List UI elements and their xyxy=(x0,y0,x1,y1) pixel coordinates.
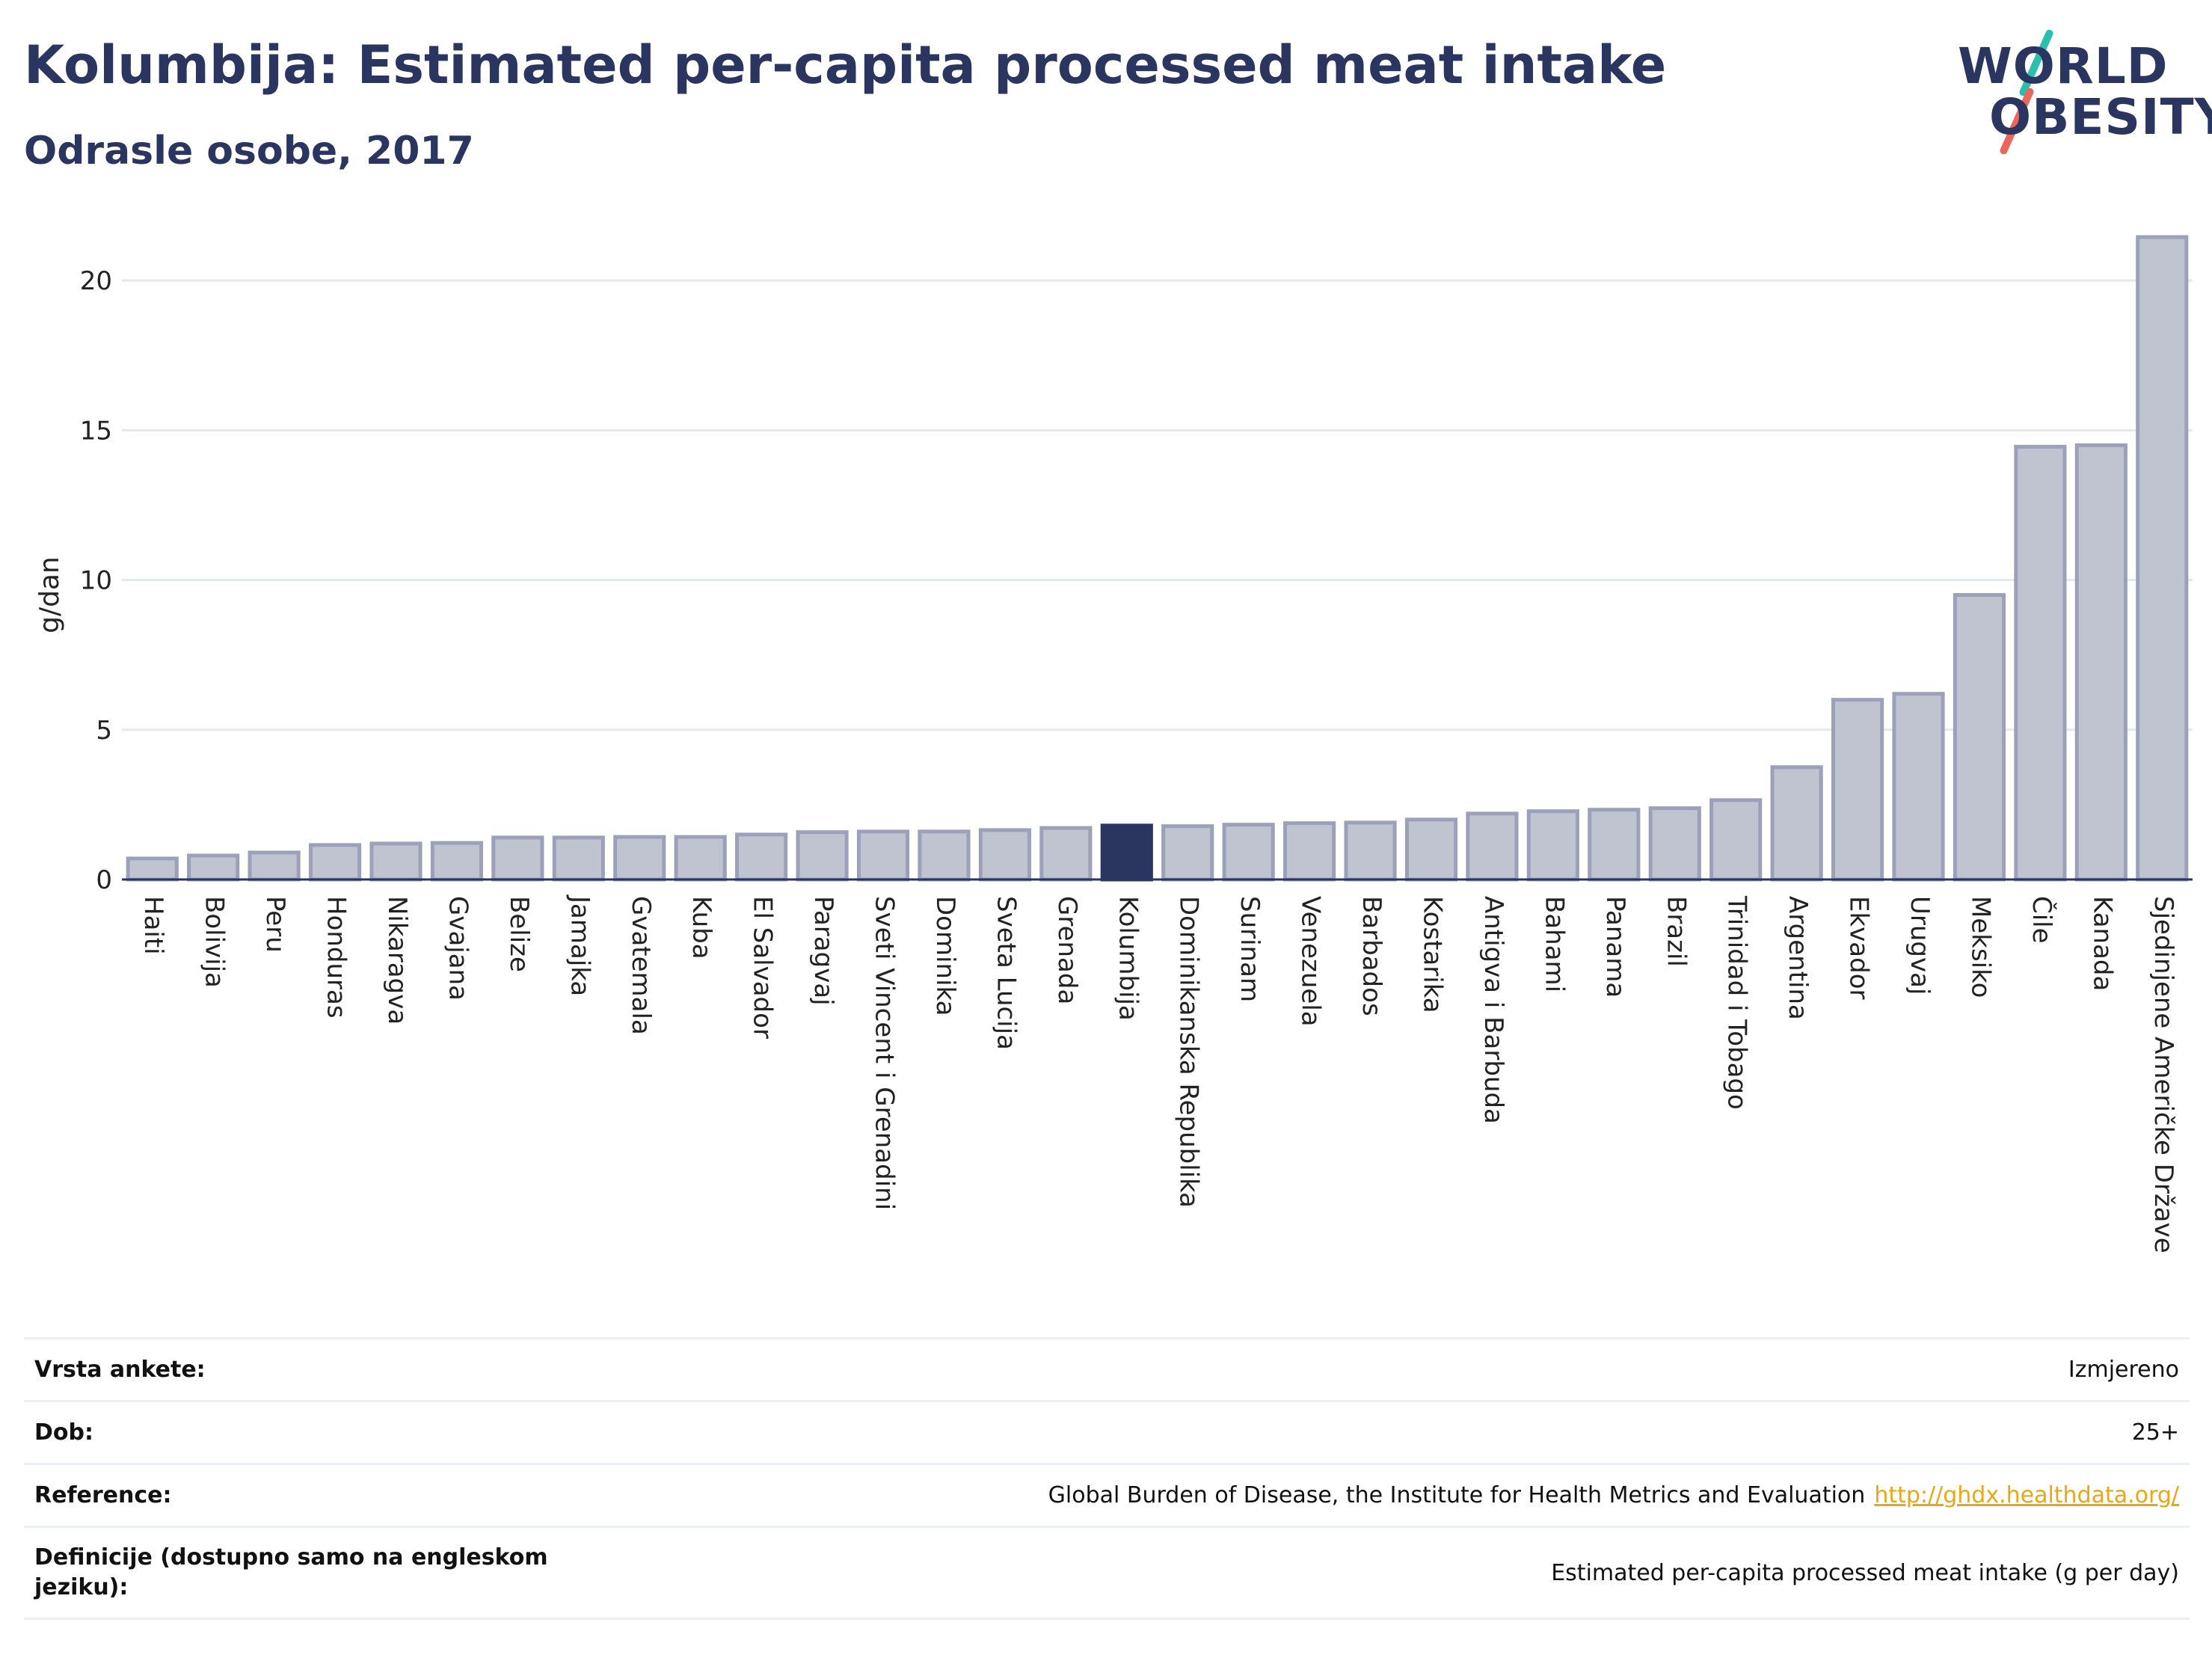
x-tick-label: Meksiko xyxy=(1965,896,1995,998)
x-tick-label: Bahami xyxy=(1539,896,1569,992)
x-tick-label: El Salvador xyxy=(748,896,778,1039)
bar xyxy=(430,841,484,882)
x-tick-label: Panama xyxy=(1600,896,1630,998)
bar xyxy=(1344,820,1397,882)
x-tick-label: Paragvaj xyxy=(808,896,838,1006)
bar xyxy=(552,835,605,882)
meta-value-age: 25+ xyxy=(2131,1419,2179,1446)
bar xyxy=(1466,811,1519,882)
meta-value-survey-type: Izmjereno xyxy=(2068,1357,2179,1383)
meta-label-definition: Definicije (dostupno samo na engleskom j… xyxy=(34,1544,548,1600)
meta-row-age: Dob: 25+ xyxy=(24,1400,2190,1463)
bar xyxy=(796,830,849,882)
bar xyxy=(735,832,788,882)
x-tick-label: Grenada xyxy=(1052,896,1082,1004)
bar xyxy=(1283,821,1336,882)
x-tick-label: Honduras xyxy=(322,896,351,1019)
page-subtitle: Odrasle osobe, 2017 xyxy=(24,129,474,174)
x-tick-label: Čile xyxy=(2027,896,2057,944)
y-tick-label: 5 xyxy=(96,716,112,746)
reference-text: Global Burden of Disease, the Institute … xyxy=(1048,1482,1866,1508)
bar xyxy=(918,829,971,882)
bar xyxy=(978,828,1031,882)
page-title: Kolumbija: Estimated per-capita processe… xyxy=(24,34,1667,96)
bar xyxy=(1770,765,1823,882)
bar xyxy=(1404,817,1458,882)
meta-label-reference: Reference: xyxy=(34,1481,172,1508)
bar xyxy=(2014,444,2067,882)
meta-row-survey-type: Vrsta ankete: Izmjereno xyxy=(24,1337,2190,1400)
x-tick-label: Dominikanska Republika xyxy=(1174,896,1204,1208)
x-tick-label: Kostarika xyxy=(1417,896,1447,1013)
x-tick-label: Trinidad i Tobago xyxy=(1722,895,1752,1110)
bar xyxy=(187,853,240,882)
bar xyxy=(1161,824,1214,882)
meta-label-age: Dob: xyxy=(34,1419,93,1446)
bar xyxy=(856,829,910,882)
logo-text-obesity: OBESITY xyxy=(1989,88,2212,146)
x-tick-label: Kanada xyxy=(2087,896,2117,991)
x-tick-label: Nikaragva xyxy=(382,896,412,1025)
x-tick-label: Brazil xyxy=(1661,896,1691,967)
bar xyxy=(1953,593,2006,882)
meta-row-reference: Reference: Global Burden of Disease, the… xyxy=(24,1463,2190,1526)
meta-label-survey-type: Vrsta ankete: xyxy=(34,1356,206,1383)
x-tick-label: Sjedinjene Američke Države xyxy=(2148,896,2178,1253)
x-tick-label: Surinam xyxy=(1235,896,1265,1002)
x-tick-label: Ekvador xyxy=(1844,896,1874,1000)
bar xyxy=(1039,826,1093,882)
bar xyxy=(1588,808,1641,882)
bar xyxy=(2074,443,2127,882)
bar xyxy=(369,841,423,882)
bar xyxy=(613,835,666,882)
bar xyxy=(1892,692,1945,882)
x-tick-label: Gvajana xyxy=(443,896,473,1001)
bar xyxy=(1222,823,1275,882)
x-tick-label: Venezuela xyxy=(1296,896,1326,1027)
bar xyxy=(2136,235,2189,882)
x-tick-label: Kolumbija xyxy=(1113,896,1143,1021)
y-axis-label: g/dan xyxy=(34,556,65,633)
x-tick-label: Argentina xyxy=(1783,896,1813,1020)
x-tick-label: Gvatemala xyxy=(626,896,656,1035)
x-tick-label: Sveta Lucija xyxy=(991,896,1021,1050)
metadata-table: Vrsta ankete: Izmjereno Dob: 25+ Referen… xyxy=(24,1337,2190,1620)
meta-value-definition: Estimated per-capita processed meat inta… xyxy=(1551,1559,2179,1586)
x-tick-label: Antigva i Barbuda xyxy=(1478,896,1508,1124)
x-tick-label: Dominika xyxy=(930,896,960,1016)
bar-chart: 0 5 10 15 20 g/dan Haiti Bolivija Peru Honduras Ni… xyxy=(34,235,2193,1253)
bar xyxy=(248,850,301,882)
world-obesity-logo: WORLD OBESITY xyxy=(1944,22,2212,165)
bar xyxy=(491,835,544,882)
meta-row-definition: Definicije (dostupno samo na engleskom j… xyxy=(24,1526,2190,1620)
y-tick-label: 10 xyxy=(80,566,112,596)
x-tick-label: Peru xyxy=(260,896,290,953)
x-tick-label: Haiti xyxy=(138,896,168,955)
bar xyxy=(308,843,362,882)
x-tick-label: Belize xyxy=(504,896,534,972)
x-tick-label: Barbados xyxy=(1357,896,1386,1016)
bar xyxy=(674,835,727,882)
bar xyxy=(1648,806,1701,882)
bar xyxy=(1709,798,1763,882)
x-tick-label: Jamajka xyxy=(565,894,595,996)
reference-link[interactable]: http://ghdx.healthdata.org/ xyxy=(1874,1482,2179,1508)
bar xyxy=(1526,809,1579,882)
x-tick-label: Kuba xyxy=(686,896,716,959)
logo-text-world: WORLD xyxy=(1958,37,2169,95)
y-tick-label: 0 xyxy=(96,865,112,895)
bar xyxy=(1831,698,1884,882)
x-tick-label: Urugvaj xyxy=(1905,896,1935,995)
bar xyxy=(126,856,179,882)
y-tick-label: 20 xyxy=(80,266,112,296)
bar xyxy=(1100,823,1153,882)
x-tick-label: Bolivija xyxy=(200,896,230,988)
meta-value-reference: Global Burden of Disease, the Institute … xyxy=(1048,1482,2190,1508)
y-tick-label: 15 xyxy=(80,416,112,446)
x-tick-label: Sveti Vincent i Grenadini xyxy=(870,896,900,1210)
